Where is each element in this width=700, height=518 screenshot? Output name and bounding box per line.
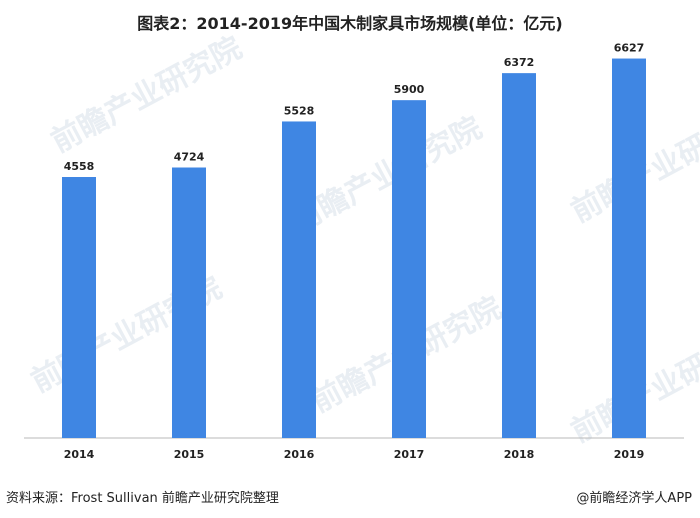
source-note: 资料来源：Frost Sullivan 前瞻产业研究院整理 [6, 491, 279, 506]
brand-label: @前瞻经济学人APP [576, 491, 692, 506]
x-tick-label: 2017 [394, 448, 425, 461]
bar-2018 [502, 73, 536, 438]
chart-title: 图表2：2014-2019年中国木制家具市场规模(单位：亿元) [137, 14, 563, 33]
footer: 资料来源：Frost Sullivan 前瞻产业研究院整理 @前瞻经济学人APP [0, 487, 700, 511]
bar-2019 [612, 58, 646, 438]
bar-chart: 4558 2014 4724 2015 5528 2016 5900 2017 6372 2018… [24, 42, 684, 461]
data-label: 5900 [394, 83, 425, 96]
data-label: 4558 [64, 160, 95, 173]
bar-2016 [282, 121, 316, 438]
data-label: 6372 [504, 56, 535, 69]
x-tick-label: 2018 [504, 448, 535, 461]
data-label: 6627 [614, 42, 645, 55]
x-tick-label: 2014 [64, 448, 95, 461]
bar-2014 [62, 177, 96, 438]
data-label: 4724 [174, 151, 205, 164]
x-tick-label: 2019 [614, 448, 645, 461]
x-tick-label: 2016 [284, 448, 315, 461]
bar-2015 [172, 167, 206, 438]
data-label: 5528 [284, 104, 315, 117]
bar-2017 [392, 100, 426, 439]
x-tick-label: 2015 [174, 448, 205, 461]
